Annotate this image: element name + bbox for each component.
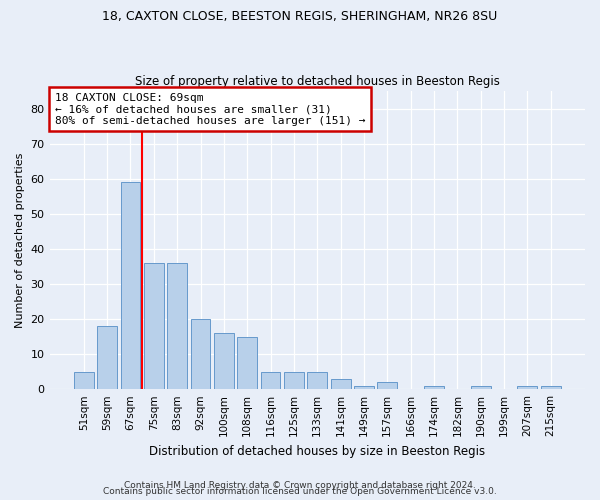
Text: 18 CAXTON CLOSE: 69sqm
← 16% of detached houses are smaller (31)
80% of semi-det: 18 CAXTON CLOSE: 69sqm ← 16% of detached… bbox=[55, 92, 365, 126]
Bar bbox=[517, 386, 538, 389]
Bar bbox=[424, 386, 444, 389]
Bar bbox=[331, 378, 350, 389]
Text: 18, CAXTON CLOSE, BEESTON REGIS, SHERINGHAM, NR26 8SU: 18, CAXTON CLOSE, BEESTON REGIS, SHERING… bbox=[103, 10, 497, 23]
Bar bbox=[144, 263, 164, 389]
Bar bbox=[238, 336, 257, 389]
Bar bbox=[121, 182, 140, 389]
Bar bbox=[74, 372, 94, 389]
Title: Size of property relative to detached houses in Beeston Regis: Size of property relative to detached ho… bbox=[135, 76, 500, 88]
Bar bbox=[307, 372, 327, 389]
Bar bbox=[167, 263, 187, 389]
X-axis label: Distribution of detached houses by size in Beeston Regis: Distribution of detached houses by size … bbox=[149, 444, 485, 458]
Bar bbox=[471, 386, 491, 389]
Bar bbox=[284, 372, 304, 389]
Text: Contains public sector information licensed under the Open Government Licence v3: Contains public sector information licen… bbox=[103, 488, 497, 496]
Bar bbox=[377, 382, 397, 389]
Bar bbox=[354, 386, 374, 389]
Bar bbox=[191, 319, 211, 389]
Bar bbox=[260, 372, 280, 389]
Bar bbox=[214, 333, 234, 389]
Bar bbox=[97, 326, 117, 389]
Bar bbox=[541, 386, 560, 389]
Y-axis label: Number of detached properties: Number of detached properties bbox=[15, 152, 25, 328]
Text: Contains HM Land Registry data © Crown copyright and database right 2024.: Contains HM Land Registry data © Crown c… bbox=[124, 481, 476, 490]
